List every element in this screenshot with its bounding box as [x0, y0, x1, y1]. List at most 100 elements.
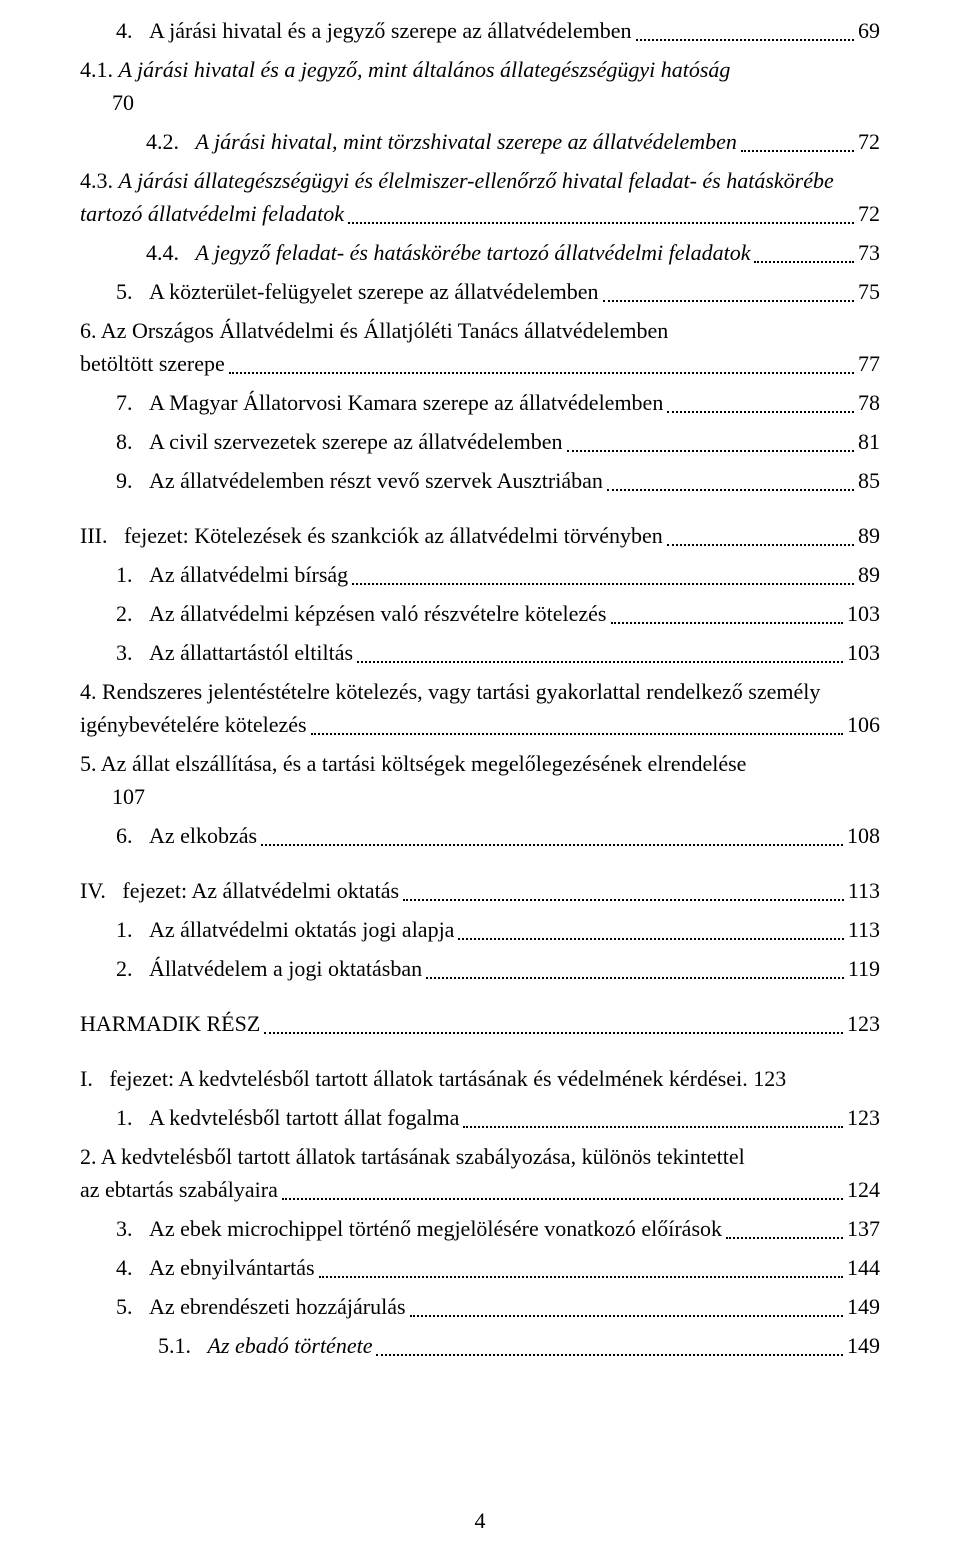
toc-entry-title-continued: betöltött szerepe [80, 347, 225, 380]
toc-entry: 5.1. Az ebadó története 149 [158, 1329, 880, 1362]
toc-entry-page: 89 [858, 519, 880, 552]
toc-entry: 2. A kedvtelésből tartott állatok tartás… [80, 1140, 880, 1206]
toc-entry-page: 75 [858, 275, 880, 308]
toc-leader-dots [741, 149, 854, 152]
toc-entry-number: 5. [116, 1290, 149, 1323]
toc-entry-title: Az ebadó története [208, 1329, 373, 1362]
toc-entry-text: 6. Az Országos Állatvédelmi és Állatjólé… [80, 314, 880, 347]
toc-entry-title: Az ebnyilvántartás [149, 1251, 315, 1284]
toc-entry-title: A közterület-felügyelet szerepe az állat… [149, 275, 599, 308]
toc-entry-title: Az állatvédelmi oktatás jogi alapja [149, 913, 454, 946]
toc-entry: 1. A kedvtelésből tartott állat fogalma … [116, 1101, 880, 1134]
toc-entry: 4.3. A járási állategészségügyi és élelm… [80, 164, 880, 230]
toc-leader-dots [463, 1125, 843, 1128]
toc-entry-number: 4.3. [80, 168, 119, 193]
toc-entry-continuation: tartozó állatvédelmi feladatok 72 [80, 197, 880, 230]
toc-entry-number: 5.1. [158, 1329, 208, 1362]
toc-entry-title: Az ebrendészeti hozzájárulás [149, 1290, 406, 1323]
toc-entry-title: Állatvédelem a jogi oktatásban [149, 952, 422, 985]
toc-entry-title: A járási állategészségügyi és élelmiszer… [119, 168, 834, 193]
toc-entry-page: 108 [847, 819, 880, 852]
toc-entry: 1. Az állatvédelmi oktatás jogi alapja 1… [116, 913, 880, 946]
toc-entry-page: 106 [847, 708, 880, 741]
toc-entry-title-continued: az ebtartás szabályaira [80, 1173, 278, 1206]
toc-leader-dots [229, 371, 854, 374]
toc-entry-title: fejezet: Az állatvédelmi oktatás [122, 874, 399, 907]
toc-entry-number: III. [80, 519, 124, 552]
toc-entry-page: 85 [858, 464, 880, 497]
toc-leader-dots [348, 221, 854, 224]
toc-entry-number: 1. [116, 913, 149, 946]
toc-entry-title: A járási hivatal és a jegyző szerepe az … [149, 14, 632, 47]
toc-entry-text: 4.3. A járási állategészségügyi és élelm… [80, 164, 880, 197]
toc-entry-number: 3. [116, 636, 149, 669]
toc-leader-dots [264, 1031, 843, 1034]
toc-entry-title: Az Országos Állatvédelmi és Állatjóléti … [101, 318, 668, 343]
toc-entry-title: A járási hivatal, mint törzshivatal szer… [196, 125, 737, 158]
toc-entry-title: Rendszeres jelentéstételre kötelezés, va… [102, 679, 820, 704]
toc-entry-page: 113 [848, 913, 880, 946]
toc-entry: III. fejezet: Kötelezések és szankciók a… [80, 519, 880, 552]
toc-entry-title-continued: igénybevételére kötelezés [80, 708, 307, 741]
toc-leader-dots [357, 660, 843, 663]
toc-entry: IV. fejezet: Az állatvédelmi oktatás 113 [80, 874, 880, 907]
toc-entry: 3. Az ebek microchippel történő megjelöl… [116, 1212, 880, 1245]
toc-entry-page: 81 [858, 425, 880, 458]
toc-leader-dots [376, 1353, 843, 1356]
toc-entry-title: HARMADIK RÉSZ [80, 1007, 260, 1040]
toc-entry-text: 4.1. A járási hivatal és a jegyző, mint … [80, 53, 880, 86]
toc-entry-text: 2. A kedvtelésből tartott állatok tartás… [80, 1140, 880, 1173]
toc-entry-title: A járási hivatal és a jegyző, mint által… [119, 57, 731, 82]
toc-entry-page: 69 [858, 14, 880, 47]
toc-leader-dots [726, 1236, 843, 1239]
toc-leader-dots [403, 898, 844, 901]
toc-entry-number: I. [80, 1062, 109, 1095]
toc-entry: 4. Az ebnyilvántartás 144 [116, 1251, 880, 1284]
toc-entry-number: 2. [116, 952, 149, 985]
toc-entry-title: Az állatvédelmi bírság [149, 558, 348, 591]
toc-leader-dots [319, 1275, 843, 1278]
toc-entry: 6. Az Országos Állatvédelmi és Állatjólé… [80, 314, 880, 380]
toc-entry-title: Az állatvédelemben részt vevő szervek Au… [149, 464, 603, 497]
toc-entry-page: 72 [858, 125, 880, 158]
toc-entry: I. fejezet: A kedvtelésből tartott állat… [80, 1062, 880, 1095]
toc-entry-number: 3. [116, 1212, 149, 1245]
toc-entry-page: . 123 [742, 1062, 786, 1095]
toc-leader-dots [261, 843, 843, 846]
toc-entry-number: 1. [116, 1101, 149, 1134]
toc-leader-dots [282, 1197, 843, 1200]
toc-entry: 9. Az állatvédelemben részt vevő szervek… [116, 464, 880, 497]
toc-entry-title: A kedvtelésből tartott állat fogalma [149, 1101, 459, 1134]
toc-entry-title: A jegyző feladat- és hatáskörébe tartozó… [196, 236, 751, 269]
toc-entry-number: 5. [116, 275, 149, 308]
toc-entry-title: A Magyar Állatorvosi Kamara szerepe az á… [149, 386, 663, 419]
toc-entry: 5. A közterület-felügyelet szerepe az ál… [116, 275, 880, 308]
toc-leader-dots [607, 488, 854, 491]
toc-entry-page: 149 [847, 1290, 880, 1323]
toc-leader-dots [458, 937, 843, 940]
toc-entry: 5. Az állat elszállítása, és a tartási k… [80, 747, 880, 813]
toc-entry-page: 124 [847, 1173, 880, 1206]
toc-entry-number: 2. [116, 597, 149, 630]
page-number: 4 [0, 1504, 960, 1537]
toc-entry-continuation: betöltött szerepe 77 [80, 347, 880, 380]
toc-entry: 8. A civil szervezetek szerepe az állatv… [116, 425, 880, 458]
toc-entry-page: 77 [858, 347, 880, 380]
toc-entry-page: 137 [847, 1212, 880, 1245]
toc-entry: 5. Az ebrendészeti hozzájárulás 149 [116, 1290, 880, 1323]
toc-entry-page: 149 [847, 1329, 880, 1362]
toc-entry: 4.2. A járási hivatal, mint törzshivatal… [146, 125, 880, 158]
toc-entry-number: 9. [116, 464, 149, 497]
toc-leader-dots [410, 1314, 843, 1317]
toc-entry: 2. Állatvédelem a jogi oktatásban 119 [116, 952, 880, 985]
toc-entry-number: 4.2. [146, 125, 196, 158]
toc-entry-title: Az állat elszállítása, és a tartási költ… [101, 751, 747, 776]
toc-entry-title: Az állatvédelmi képzésen való részvételr… [149, 597, 607, 630]
toc-entry-number: 6. [80, 318, 101, 343]
toc-leader-dots [636, 38, 854, 41]
toc-entry-page: 78 [858, 386, 880, 419]
toc-entry-page: 103 [847, 597, 880, 630]
toc-entry-page: 73 [858, 236, 880, 269]
toc-entry-page: 144 [847, 1251, 880, 1284]
toc-entry-title: Az ebek microchippel történő megjelölésé… [149, 1212, 722, 1245]
